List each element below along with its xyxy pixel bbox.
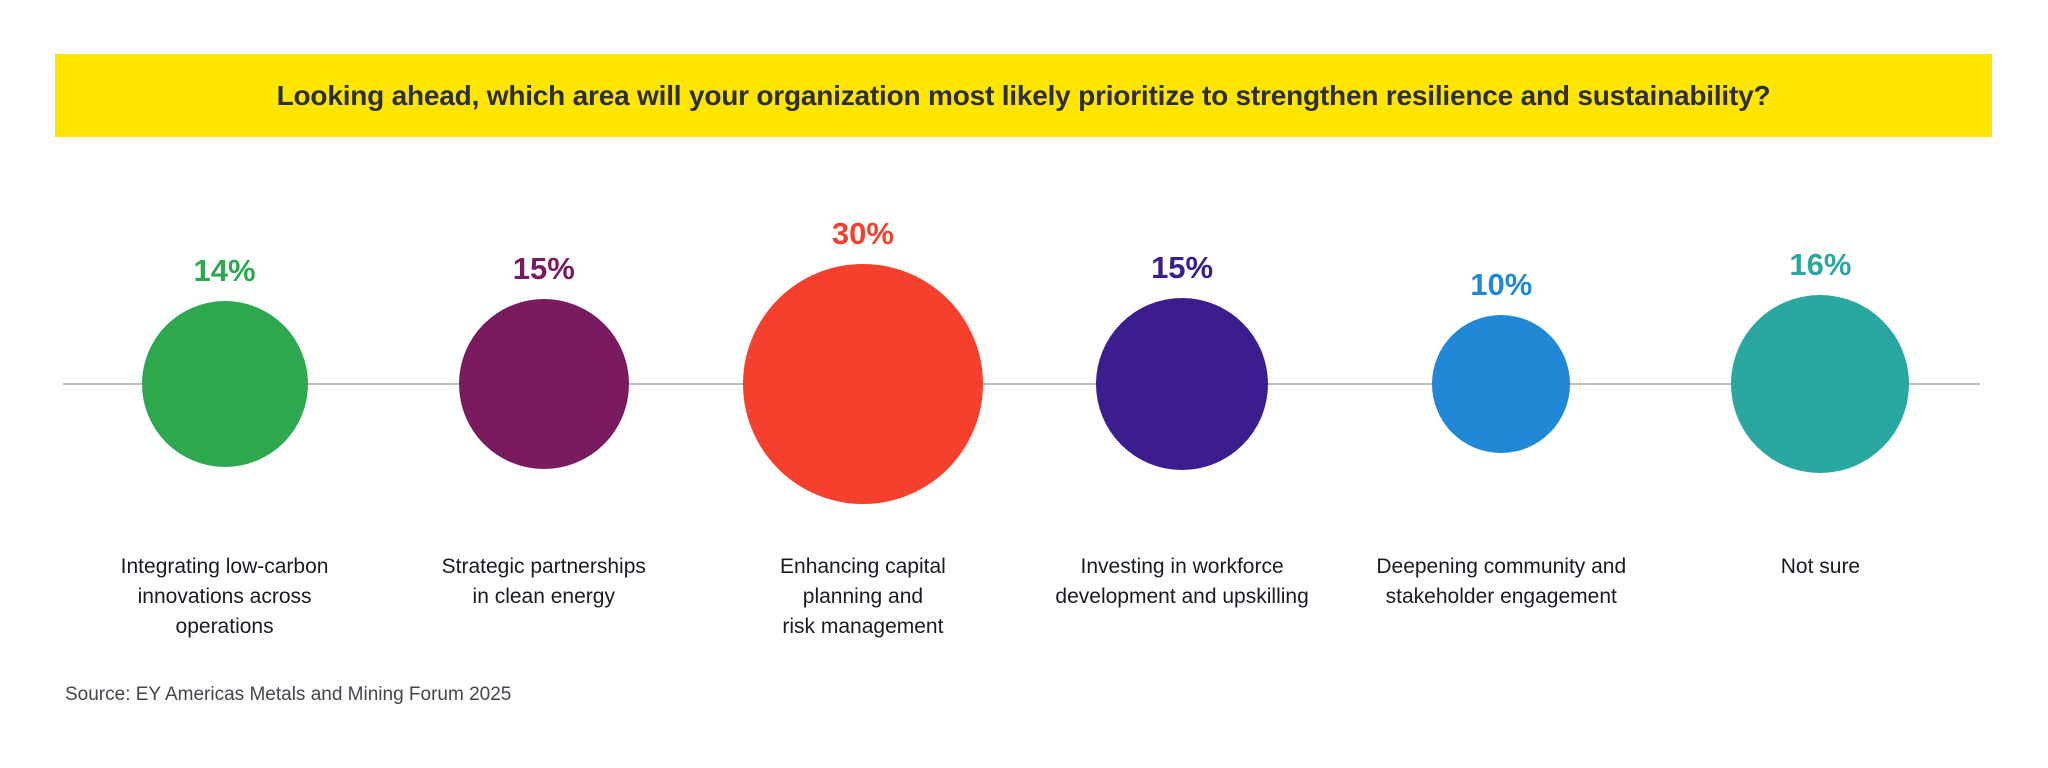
category-label: Strategic partnerships in clean energy <box>441 555 646 608</box>
percent-label: 15% <box>1151 250 1214 285</box>
bubble-row: 14% Integrating low-carbon innovations a… <box>65 0 1980 768</box>
category-label: Not sure <box>1780 555 1861 578</box>
chart-title: Looking ahead, which area will your orga… <box>276 79 1771 111</box>
bubble-group: 10% Deepening community and stakeholder … <box>1342 0 1661 768</box>
bubble-circle <box>458 299 629 469</box>
category-label: Integrating low-carbon innovations acros… <box>120 555 329 638</box>
category-label: Enhancing capital planning and risk mana… <box>780 555 946 638</box>
bubble-group: 16% Not sure <box>1661 0 1980 768</box>
category-label: Investing in workforce development and u… <box>1055 555 1309 608</box>
bubble-group: 15% Investing in workforce development a… <box>1023 0 1342 768</box>
bubble-group: 15% Strategic partnerships in clean ener… <box>384 0 703 768</box>
percent-label: 16% <box>1789 247 1852 282</box>
category-label: Deepening community and stakeholder enga… <box>1376 555 1627 608</box>
percent-label: 10% <box>1470 267 1533 302</box>
percent-label: 14% <box>193 253 256 288</box>
source-note: Source: EY Americas Metals and Mining Fo… <box>65 684 512 705</box>
bubble-group: 14% Integrating low-carbon innovations a… <box>65 0 384 768</box>
bubble-group: 30% Enhancing capital planning and risk … <box>703 0 1022 768</box>
bubble-circle <box>1432 315 1571 453</box>
bubble-circle <box>1731 295 1910 473</box>
baseline-axis <box>63 383 1980 385</box>
bubble-circle <box>742 264 983 504</box>
bubble-circle <box>141 301 308 467</box>
question-banner: Looking ahead, which area will your orga… <box>55 54 1992 137</box>
percent-label: 15% <box>512 251 575 286</box>
percent-label: 30% <box>831 216 894 251</box>
bubble-circle <box>1096 298 1269 470</box>
